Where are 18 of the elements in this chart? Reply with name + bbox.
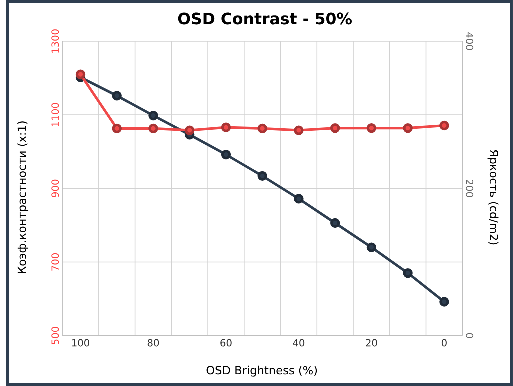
x-tick-label: 100 xyxy=(72,339,90,347)
x-tick-label: 0 xyxy=(442,339,447,347)
y-tick-label: 900 xyxy=(52,180,60,198)
y2-tick-label: 0 xyxy=(466,333,474,338)
y2-tick-label: 400 xyxy=(466,32,474,50)
x-tick-label: 60 xyxy=(220,339,232,347)
chart-title: OSD Contrast - 50% xyxy=(178,12,352,25)
y2-tick-label: 200 xyxy=(466,180,474,198)
y-axis-title: Коэф.контрастности (x:1) xyxy=(18,122,29,274)
x-tick-label: 40 xyxy=(293,339,305,347)
y2-axis-title: Яркость (cd/m2) xyxy=(488,150,499,245)
y-tick-label: 1300 xyxy=(52,30,60,53)
x-tick-label: 20 xyxy=(366,339,378,347)
y-tick-label: 700 xyxy=(52,253,60,271)
x-axis-title: OSD Brightness (%) xyxy=(206,366,318,377)
x-tick-label: 80 xyxy=(148,339,160,347)
y-tick-label: 500 xyxy=(52,326,60,344)
y-tick-label: 1100 xyxy=(52,103,60,126)
